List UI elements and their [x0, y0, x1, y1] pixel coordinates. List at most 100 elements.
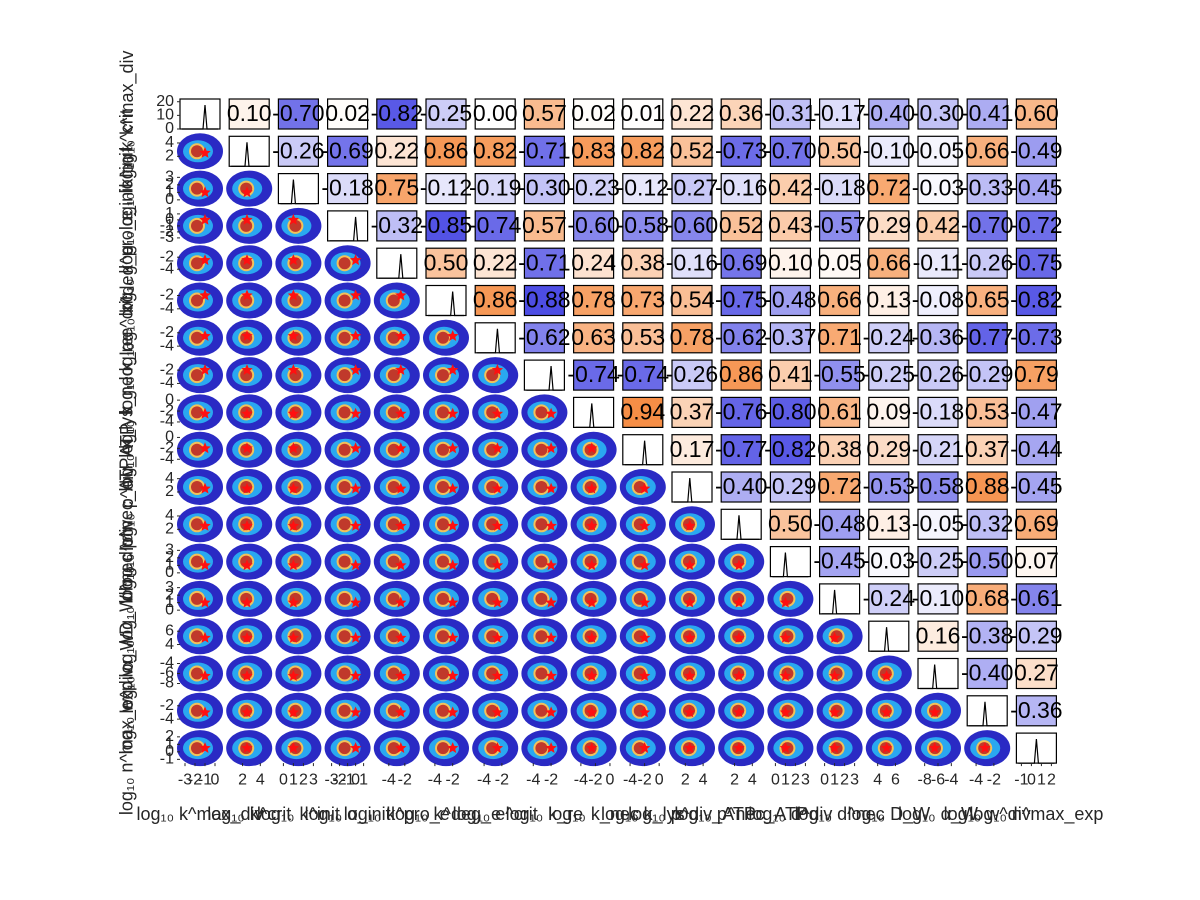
- truth-marker: [828, 670, 841, 681]
- correlation-cell: [376, 210, 418, 242]
- correlation-label: -0.36: [912, 324, 964, 350]
- x-tick-label: 3: [801, 771, 810, 788]
- x-tick-label: 2: [791, 771, 800, 788]
- correlation-cell: [671, 135, 713, 167]
- y-tick-label: -2: [160, 223, 174, 240]
- truth-marker: [447, 482, 459, 494]
- truth-marker: [241, 407, 253, 419]
- correlation-cell: [868, 210, 910, 242]
- correlation-cell: [327, 98, 369, 130]
- truth-marker: [395, 364, 407, 375]
- correlation-cell: [671, 284, 713, 317]
- correlation-label: -0.82: [371, 100, 423, 126]
- scatter-center: [535, 518, 548, 531]
- correlation-label: -0.29: [1010, 622, 1062, 648]
- correlation-label: -0.48: [764, 287, 816, 313]
- histogram: [1018, 739, 1055, 764]
- correlation-cell: [818, 508, 861, 540]
- truth-marker: [828, 742, 841, 753]
- correlation-label: 0.42: [916, 212, 961, 238]
- correlation-cell: [523, 135, 566, 167]
- correlation-cell: [917, 247, 959, 279]
- correlation-label: -0.29: [961, 361, 1013, 387]
- correlation-label: -0.55: [813, 361, 865, 387]
- correlation-label: 0.24: [571, 249, 616, 275]
- correlation-cell: [327, 173, 369, 205]
- truth-marker: [199, 330, 211, 341]
- truth-marker: [733, 559, 745, 571]
- truth-marker: [349, 254, 362, 266]
- truth-marker: [287, 559, 300, 571]
- x-axis-label: log₁₀ d^div: [748, 804, 832, 824]
- truth-marker: [491, 407, 504, 419]
- correlation-cell: [720, 98, 762, 130]
- correlation-cell: [769, 247, 812, 279]
- truth-marker: [684, 596, 696, 608]
- y-tick-label: -2: [160, 361, 174, 378]
- truth-marker: [779, 706, 792, 718]
- correlation-label: -0.69: [715, 249, 767, 275]
- truth-marker: [199, 742, 211, 753]
- correlation-label: 0.94: [620, 398, 665, 424]
- correlation-label: -0.80: [764, 398, 816, 424]
- correlation-label: 0.72: [817, 473, 862, 499]
- truth-marker: [395, 407, 407, 419]
- scatter-center: [338, 630, 351, 643]
- truth-marker: [733, 706, 745, 718]
- histogram: [821, 589, 858, 615]
- x-axis-label: log₁₀ k_nec: [548, 804, 639, 825]
- correlation-cell: [769, 135, 812, 167]
- correlation-label: -0.40: [863, 100, 915, 126]
- truth-marker: [779, 631, 792, 643]
- correlation-label: 0.68: [965, 585, 1010, 611]
- x-tick-label: 4: [256, 771, 265, 788]
- correlation-cell: [720, 396, 762, 428]
- correlation-label: 0.05: [817, 249, 862, 275]
- truth-marker: [241, 482, 253, 494]
- correlation-cell: [917, 98, 959, 130]
- y-tick-label: 0: [165, 211, 174, 228]
- correlation-label: 0.78: [670, 324, 715, 350]
- x-axis-label: log₁₀ p^nec_ATP: [674, 804, 808, 825]
- correlation-cell: [572, 210, 615, 242]
- x-axis-label: log₁₀ k^pro_e: [344, 804, 450, 825]
- correlation-cell: [523, 210, 566, 242]
- correlation-label: -0.48: [813, 510, 865, 536]
- truth-marker: [241, 520, 253, 531]
- scatter-center: [387, 667, 400, 680]
- correlation-label: -0.62: [518, 324, 570, 350]
- truth-marker: [586, 520, 598, 531]
- scatter-center: [535, 667, 548, 680]
- correlation-label: -0.36: [1010, 697, 1062, 723]
- y-tick-label: -8: [160, 675, 174, 692]
- correlation-label: -0.10: [863, 137, 915, 163]
- correlation-cell: [966, 508, 1008, 540]
- y-tick-label: 1: [165, 205, 174, 222]
- histogram-frame: [720, 508, 762, 540]
- histogram: [329, 216, 366, 242]
- truth-marker: [638, 520, 651, 531]
- truth-marker: [491, 670, 504, 681]
- correlation-cell: [917, 135, 959, 167]
- correlation-cell: [769, 284, 812, 317]
- correlation-label: 0.66: [866, 249, 911, 275]
- histogram: [182, 104, 218, 130]
- correlation-cell: [720, 210, 762, 242]
- histogram: [477, 328, 514, 354]
- correlation-label: 0.52: [670, 137, 715, 163]
- correlation-cell: [572, 247, 615, 279]
- correlation-label: 0.36: [719, 100, 764, 126]
- correlation-label: -0.18: [813, 175, 865, 201]
- correlation-cell: [868, 434, 910, 466]
- truth-marker: [491, 482, 504, 494]
- histogram-frame: [327, 210, 369, 242]
- correlation-cell: [720, 322, 762, 354]
- truth-marker: [491, 559, 504, 571]
- correlation-cell: [868, 583, 910, 615]
- correlation-label: -0.24: [863, 324, 916, 350]
- correlation-cell: [671, 173, 713, 205]
- scatter-center: [387, 630, 400, 643]
- histogram-frame: [769, 545, 812, 578]
- truth-marker: [828, 706, 841, 718]
